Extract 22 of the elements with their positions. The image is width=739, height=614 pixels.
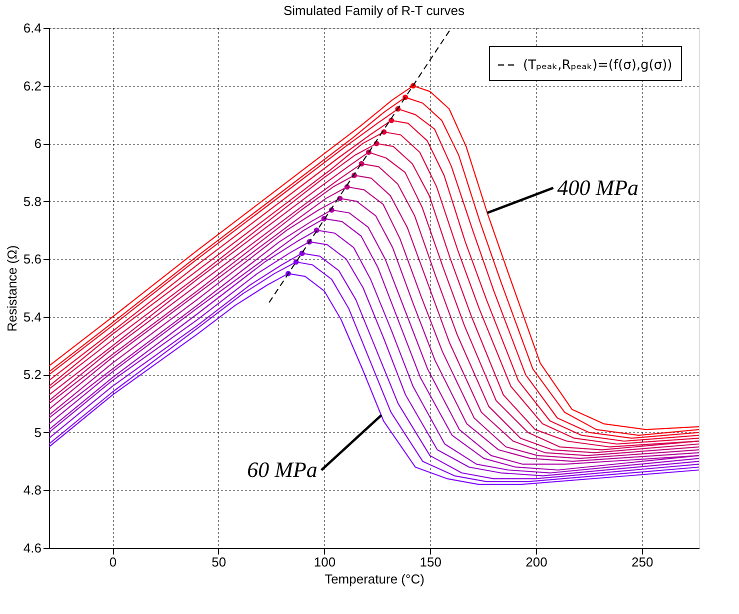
x-tick-label: 200 xyxy=(526,554,548,570)
x-tick-label: 50 xyxy=(212,554,226,570)
chart-title: Simulated Family of R-T curves xyxy=(283,3,466,18)
y-axis-title: Resistance (Ω) xyxy=(4,245,20,332)
x-tick-label: 150 xyxy=(420,554,442,570)
y-tick-label: 6.4 xyxy=(23,20,42,36)
y-tick-label: 4.8 xyxy=(23,482,42,498)
x-tick-label: 100 xyxy=(314,554,336,570)
y-tick-label: 5.4 xyxy=(23,309,42,324)
y-tick-label: 5.6 xyxy=(23,252,42,267)
annotation: 60 MPa xyxy=(247,457,318,482)
x-axis-title: Temperature (°C) xyxy=(324,572,424,586)
y-tick-label: 5.2 xyxy=(23,367,42,382)
y-tick-label: 5 xyxy=(34,424,42,440)
y-tick-label: 6.2 xyxy=(23,78,42,94)
legend-label: (Tₚₑₐₖ,Rₚₑₐₖ)=(f(σ),g(σ)) xyxy=(523,58,672,73)
annotation: 400 MPa xyxy=(557,174,639,200)
y-tick-label: 4.6 xyxy=(23,540,42,556)
y-tick-label: 6 xyxy=(34,136,42,152)
x-tick-label: 250 xyxy=(631,554,654,570)
y-tick-label: 5.8 xyxy=(23,194,42,209)
x-tick-label: 0 xyxy=(109,554,117,570)
